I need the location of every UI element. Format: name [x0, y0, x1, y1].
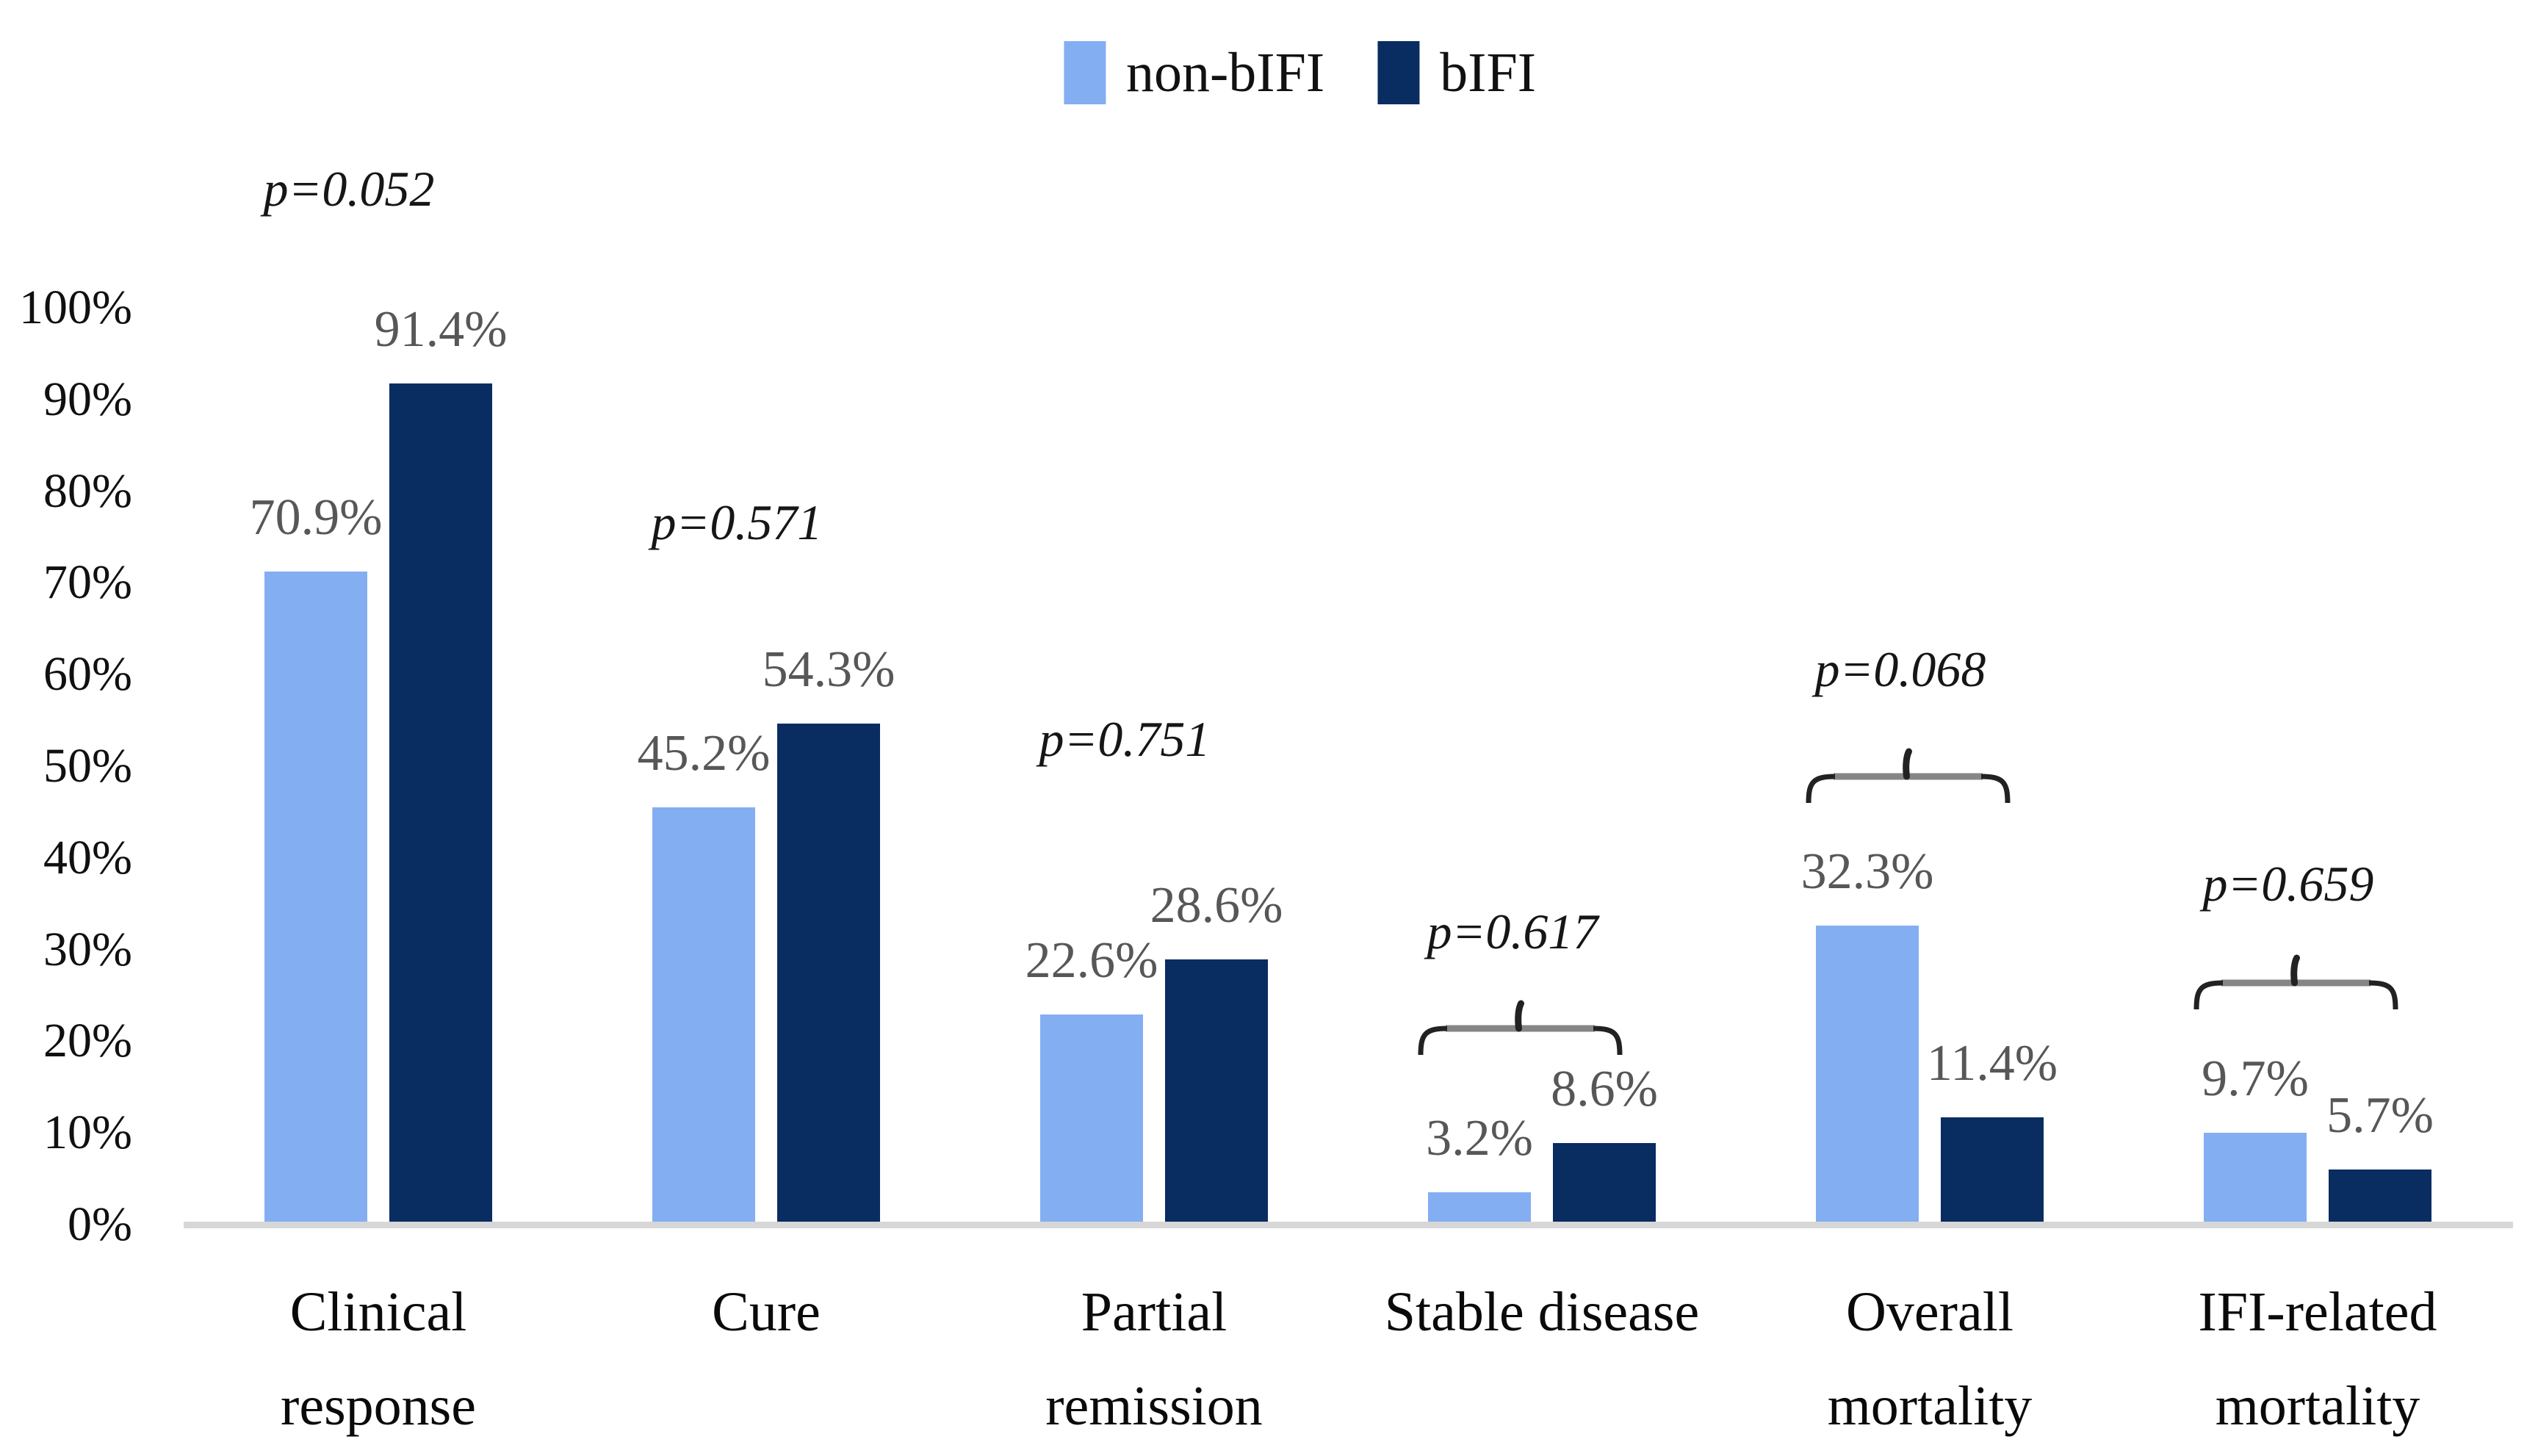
p-value-label-clinical-response: p=0.052 — [263, 161, 435, 217]
y-tick-label-100-: 100% — [19, 281, 132, 334]
category-label-line: response — [281, 1375, 476, 1437]
bar-non-bifi-ifi-related-mortality — [2204, 1132, 2307, 1222]
legend-swatch-non-bifi — [1063, 41, 1106, 104]
y-tick-label-70-: 70% — [43, 555, 132, 610]
bar-non-bifi-stable-disease — [1428, 1192, 1531, 1222]
brace-ifi-related-mortality — [2192, 943, 2400, 1014]
bar-bifi-cure — [777, 724, 880, 1222]
category-label-clinical-response: Clinical response — [151, 1265, 606, 1453]
bar-bifi-ifi-related-mortality — [2329, 1169, 2431, 1222]
data-label-non-bifi-partial-remission: 22.6% — [1025, 931, 1158, 989]
data-label-bifi-cure: 54.3% — [762, 641, 895, 699]
y-tick-label-50-: 50% — [43, 739, 132, 793]
p-value-label-cure: p=0.571 — [651, 494, 823, 550]
legend: non-bIFI bIFI — [1063, 41, 1536, 104]
bar-bifi-stable-disease — [1553, 1142, 1656, 1222]
y-tick-label-90-: 90% — [43, 372, 132, 426]
data-label-non-bifi-overall-mortality: 32.3% — [1800, 843, 1934, 900]
category-label-line: IFI-related — [2198, 1281, 2437, 1343]
category-label-overall-mortality: Overall mortality — [1702, 1265, 2157, 1453]
category-label-ifi-related-mortality: IFI-related mortality — [2090, 1265, 2538, 1453]
data-label-non-bifi-clinical-response: 70.9% — [249, 489, 383, 547]
data-label-non-bifi-stable-disease: 3.2% — [1426, 1110, 1533, 1167]
bar-non-bifi-clinical-response — [264, 572, 367, 1222]
legend-item-bifi: bIFI — [1377, 41, 1536, 104]
category-label-partial-remission: Partial remission — [926, 1265, 1382, 1453]
data-label-bifi-partial-remission: 28.6% — [1150, 877, 1283, 934]
p-value-label-ifi-related-mortality: p=0.659 — [2202, 856, 2374, 912]
bar-non-bifi-partial-remission — [1040, 1014, 1143, 1222]
bar-non-bifi-cure — [652, 807, 755, 1222]
category-label-line: Clinical — [289, 1281, 467, 1343]
category-label-stable-disease: Stable disease — [1314, 1265, 1770, 1359]
category-label-line: Stable disease — [1384, 1281, 1700, 1343]
data-label-bifi-stable-disease: 8.6% — [1551, 1060, 1658, 1117]
y-tick-label-40-: 40% — [43, 830, 132, 884]
legend-label-non-bifi: non-bIFI — [1125, 42, 1325, 104]
brace-stable-disease — [1416, 989, 1624, 1059]
legend-swatch-bifi — [1377, 41, 1420, 104]
bar-bifi-overall-mortality — [1941, 1117, 2044, 1222]
category-label-line: Partial — [1081, 1281, 1227, 1343]
y-tick-label-0-: 0% — [68, 1197, 132, 1251]
p-value-label-stable-disease: p=0.617 — [1427, 904, 1598, 959]
bar-bifi-partial-remission — [1165, 959, 1268, 1222]
data-label-non-bifi-ifi-related-mortality: 9.7% — [2202, 1050, 2309, 1107]
bar-non-bifi-overall-mortality — [1816, 925, 1919, 1222]
y-tick-label-80-: 80% — [43, 464, 132, 518]
y-tick-label-30-: 30% — [43, 922, 132, 976]
data-label-bifi-ifi-related-mortality: 5.7% — [2326, 1086, 2434, 1144]
y-tick-label-60-: 60% — [43, 647, 132, 702]
y-tick-label-20-: 20% — [43, 1014, 132, 1068]
category-label-line: mortality — [2215, 1375, 2420, 1437]
category-label-line: Overall — [1846, 1281, 2014, 1343]
category-label-line: Cure — [712, 1281, 821, 1343]
x-axis-line — [184, 1222, 2513, 1228]
p-value-label-partial-remission: p=0.751 — [1039, 711, 1211, 767]
category-label-cure: Cure — [538, 1265, 994, 1359]
category-label-line: remission — [1045, 1375, 1263, 1437]
y-tick-label-10-: 10% — [43, 1106, 132, 1160]
category-label-line: mortality — [1827, 1375, 2033, 1437]
p-value-label-overall-mortality: p=0.068 — [1814, 641, 1986, 697]
legend-label-bifi: bIFI — [1440, 42, 1537, 104]
data-label-non-bifi-cure: 45.2% — [637, 724, 771, 782]
data-label-bifi-clinical-response: 91.4% — [374, 301, 508, 358]
brace-overall-mortality — [1804, 737, 2012, 807]
legend-item-non-bifi: non-bIFI — [1063, 41, 1325, 104]
bar-bifi-clinical-response — [389, 383, 492, 1222]
data-label-bifi-overall-mortality: 11.4% — [1926, 1034, 2058, 1092]
